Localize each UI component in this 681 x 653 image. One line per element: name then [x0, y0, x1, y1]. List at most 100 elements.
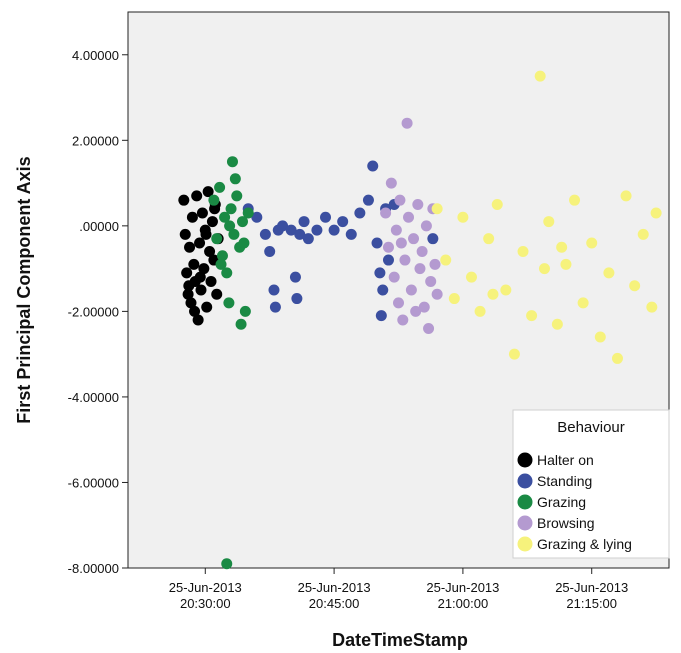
- data-point-standing: [354, 207, 366, 219]
- data-point-grazing-lying: [508, 348, 520, 360]
- data-point-grazing-lying: [491, 198, 503, 210]
- data-point-browsing: [414, 263, 426, 275]
- data-point-browsing: [388, 271, 400, 283]
- data-point-browsing: [431, 288, 443, 300]
- data-point-grazing-lying: [440, 254, 452, 266]
- x-tick-time: 21:15:00: [566, 596, 617, 611]
- data-point-halter-on: [205, 275, 217, 287]
- data-point-grazing-lying: [526, 310, 538, 322]
- data-point-standing: [377, 284, 389, 296]
- data-point-halter-on: [201, 301, 213, 313]
- data-point-halter-on: [198, 263, 210, 275]
- y-tick-label: 2.00000: [72, 133, 119, 148]
- data-point-grazing-lying: [517, 246, 529, 258]
- data-point-browsing: [410, 305, 422, 317]
- data-point-grazing-lying: [577, 297, 589, 309]
- y-axis-title: First Principal Component Axis: [14, 156, 34, 423]
- legend-marker-grazing: [517, 494, 533, 510]
- data-point-standing: [264, 246, 276, 258]
- data-point-halter-on: [204, 246, 216, 258]
- data-point-standing: [291, 293, 303, 305]
- data-point-halter-on: [194, 271, 206, 283]
- data-point-grazing: [214, 181, 226, 193]
- legend-label-grazing-lying: Grazing & lying: [537, 536, 632, 552]
- data-point-grazing: [239, 305, 251, 317]
- data-point-browsing: [416, 246, 428, 258]
- data-point-halter-on: [200, 228, 212, 240]
- data-point-grazing-lying: [611, 352, 623, 364]
- data-point-grazing-lying: [474, 305, 486, 317]
- data-point-browsing: [412, 198, 424, 210]
- legend-marker-grazing-lying: [517, 536, 533, 552]
- data-point-grazing: [211, 233, 223, 245]
- x-tick-time: 20:45:00: [309, 596, 360, 611]
- data-point-grazing: [226, 156, 238, 168]
- data-point-grazing-lying: [603, 267, 615, 279]
- data-point-grazing-lying: [500, 284, 512, 296]
- data-point-standing: [337, 216, 349, 228]
- data-point-halter-on: [183, 280, 195, 292]
- data-point-halter-on: [188, 258, 200, 270]
- data-point-grazing-lying: [569, 194, 581, 206]
- data-point-browsing: [393, 297, 404, 309]
- data-point-browsing: [397, 314, 409, 326]
- legend-label-halter-on: Halter on: [537, 452, 594, 468]
- data-point-grazing-lying: [538, 263, 550, 275]
- data-point-grazing-lying: [620, 190, 632, 202]
- data-point-grazing: [236, 216, 248, 228]
- data-point-browsing: [408, 233, 420, 245]
- data-point-grazing: [223, 297, 235, 309]
- data-point-browsing: [403, 211, 415, 223]
- data-point-standing: [289, 271, 301, 283]
- x-axis-title: DateTimeStamp: [332, 630, 468, 650]
- data-point-grazing: [219, 211, 231, 223]
- data-point-grazing-lying: [646, 301, 658, 313]
- x-tick-date: 25-Jun-2013: [169, 580, 242, 595]
- data-point-grazing-lying: [594, 331, 606, 343]
- data-point-standing: [382, 254, 394, 266]
- x-tick-time: 21:00:00: [438, 596, 489, 611]
- x-tick-date: 25-Jun-2013: [426, 580, 499, 595]
- data-point-halter-on: [209, 203, 221, 215]
- data-point-grazing-lying: [431, 203, 443, 215]
- data-point-grazing: [216, 250, 228, 262]
- data-point-standing: [374, 267, 386, 279]
- data-point-standing: [367, 160, 379, 172]
- data-point-grazing-lying: [637, 228, 649, 240]
- data-point-halter-on: [189, 305, 201, 317]
- data-point-browsing: [423, 322, 435, 334]
- data-point-grazing: [208, 194, 220, 206]
- data-point-grazing: [235, 318, 247, 330]
- data-point-standing: [285, 224, 297, 236]
- data-point-halter-on: [184, 241, 196, 253]
- data-point-grazing-lying: [465, 271, 477, 283]
- data-point-standing: [251, 211, 263, 223]
- data-point-standing: [320, 211, 332, 223]
- data-point-standing: [302, 233, 314, 245]
- y-tick-label: 4.00000: [72, 48, 119, 63]
- data-point-grazing-lying: [586, 237, 598, 249]
- data-point-halter-on: [195, 284, 207, 296]
- legend-title: Behaviour: [557, 419, 625, 436]
- legend-box: [512, 409, 670, 559]
- data-point-grazing: [225, 203, 237, 215]
- data-point-browsing: [429, 258, 441, 270]
- data-point-standing: [427, 233, 439, 245]
- data-point-standing: [268, 284, 280, 296]
- legend-label-standing: Standing: [537, 473, 592, 489]
- data-point-grazing-lying: [551, 318, 563, 330]
- data-point-halter-on: [182, 288, 194, 300]
- data-point-halter-on: [185, 297, 197, 309]
- data-point-grazing: [215, 258, 227, 270]
- data-point-halter-on: [181, 267, 193, 279]
- data-point-grazing: [221, 267, 233, 279]
- data-point-grazing: [229, 173, 241, 185]
- legend-marker-browsing: [517, 515, 533, 531]
- data-point-halter-on: [179, 228, 191, 240]
- data-point-standing: [311, 224, 323, 236]
- data-point-standing: [371, 237, 383, 249]
- data-point-standing: [345, 228, 357, 240]
- y-axis: 4.00000 2.00000 .00000 -2.00000 -4.00000 -6.0…: [68, 48, 128, 576]
- data-point-halter-on: [196, 207, 208, 219]
- data-point-browsing: [395, 237, 407, 249]
